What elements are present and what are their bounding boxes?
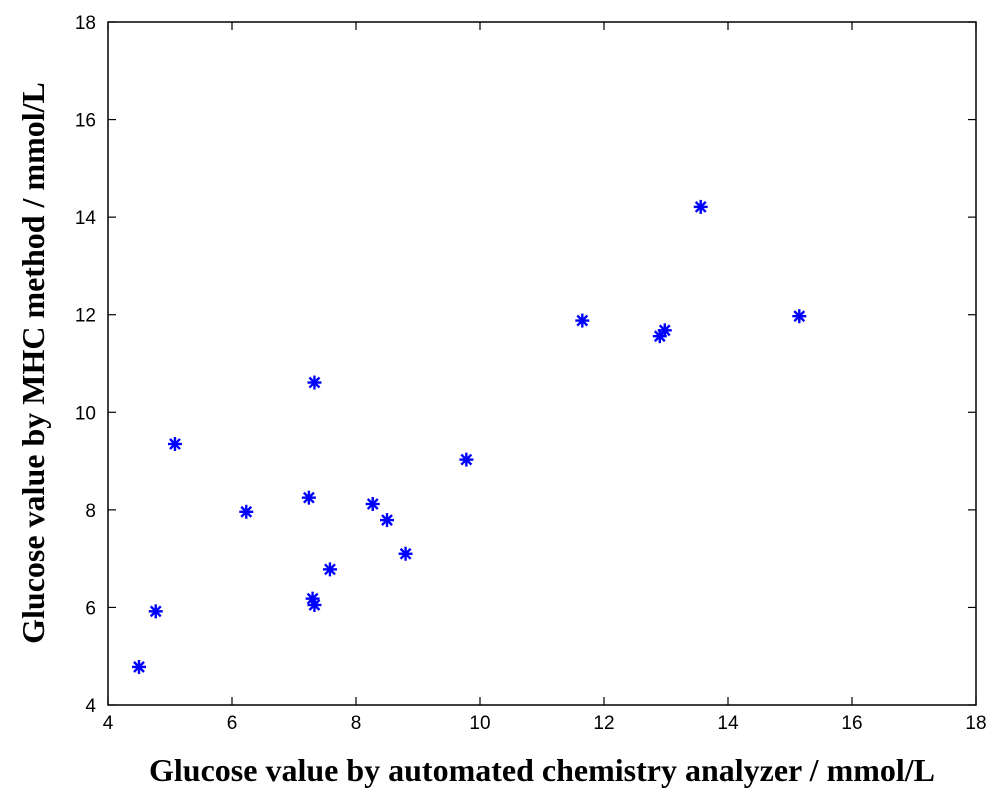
data-point — [167, 436, 182, 451]
data-point — [301, 490, 316, 505]
y-tick-label: 8 — [85, 501, 96, 522]
y-tick-label: 6 — [85, 598, 96, 619]
x-tick-label: 18 — [965, 713, 986, 734]
data-point — [132, 659, 146, 674]
y-tick-label: 18 — [75, 13, 96, 34]
x-tick-label: 16 — [841, 713, 862, 734]
x-tick-label: 12 — [593, 713, 614, 734]
data-point — [459, 452, 474, 467]
tick-labels: 4 6 8 10 12 14 16 18 4 6 8 10 12 14 16 18 — [75, 13, 987, 734]
y-tick-label: 12 — [75, 306, 96, 327]
plot-frame — [107, 21, 977, 706]
data-point — [792, 309, 807, 324]
plot-area — [108, 22, 976, 705]
data-point — [693, 199, 708, 214]
x-axis-label: Glucose value by automated chemistry ana… — [149, 752, 935, 788]
x-tick-label: 4 — [103, 713, 114, 734]
data-point — [398, 546, 413, 561]
y-tick-label: 14 — [75, 208, 97, 229]
data-points — [132, 199, 807, 674]
data-point — [380, 513, 394, 528]
data-point — [239, 504, 254, 519]
x-tick-label: 8 — [351, 713, 362, 734]
data-point — [365, 497, 380, 512]
y-axis-label: Glucose value by MHC method / mmol/L — [15, 82, 51, 644]
y-tick-label: 16 — [75, 111, 96, 132]
data-point — [322, 562, 337, 577]
x-tick-label: 14 — [717, 713, 739, 734]
x-tick-label: 6 — [227, 713, 238, 734]
data-point — [307, 597, 322, 612]
data-point — [148, 604, 163, 619]
data-point — [307, 375, 322, 390]
y-tick-label: 4 — [85, 696, 96, 717]
x-tick-label: 10 — [469, 713, 490, 734]
data-point — [657, 323, 672, 338]
data-point — [575, 313, 590, 328]
y-tick-label: 10 — [75, 403, 96, 424]
